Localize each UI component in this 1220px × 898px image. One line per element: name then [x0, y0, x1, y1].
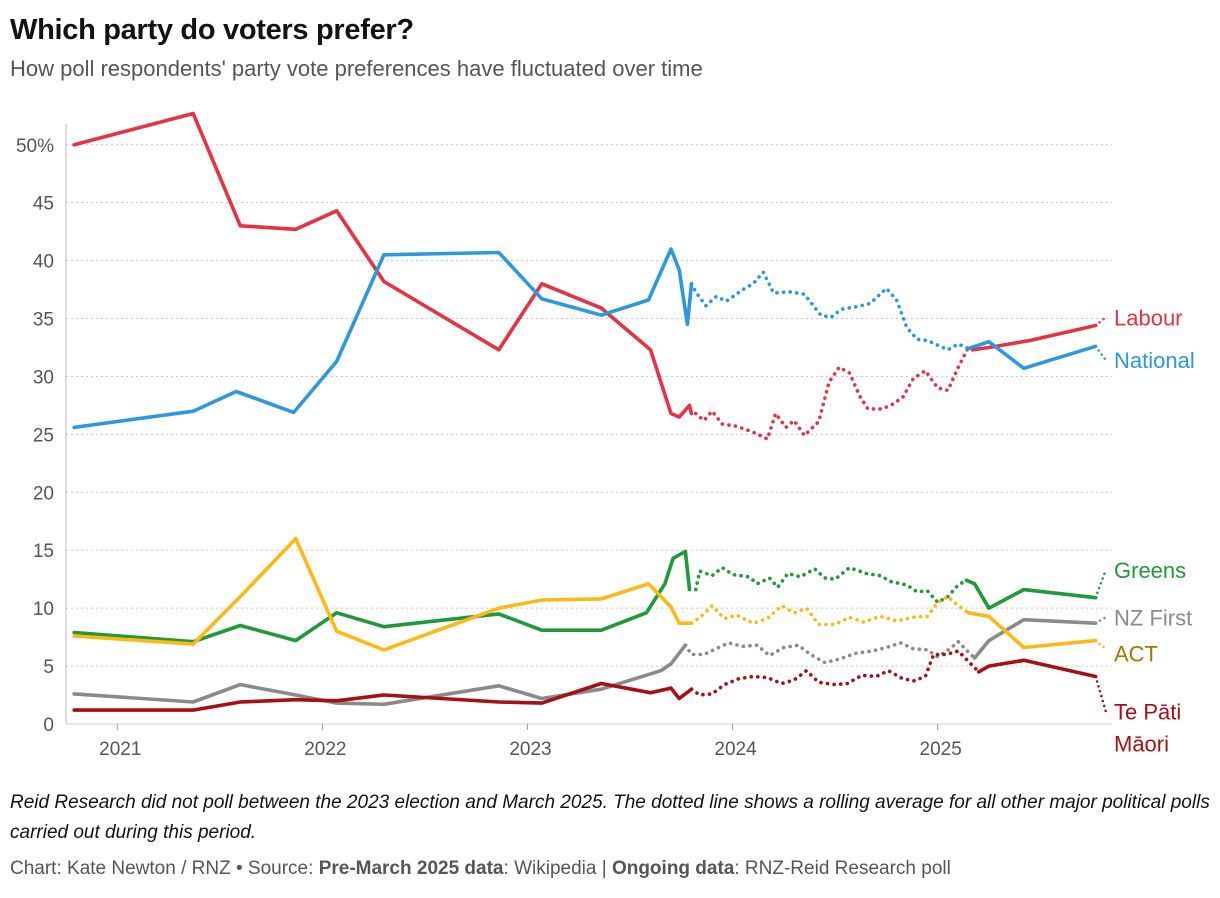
x-tick-label: 2021 [99, 739, 141, 760]
y-tick-label: 15 [33, 541, 54, 562]
y-tick-label: 0 [43, 715, 54, 736]
series-labour [72, 111, 1108, 441]
series-line-recent-nz-first [972, 617, 1098, 660]
series-label-nz-first: NZ First [1114, 605, 1192, 630]
y-tick-label: 25 [33, 425, 54, 446]
series-national [72, 247, 1108, 430]
series-label-greens: Greens [1114, 558, 1186, 583]
x-tick-label: 2025 [920, 739, 962, 760]
series-connector-greens [1094, 568, 1108, 599]
series-connector-nz-first [1094, 616, 1108, 625]
series-label-line: Labour [1114, 305, 1183, 330]
series-line-recent-greens [964, 578, 1098, 610]
y-tick-label: 40 [33, 252, 54, 273]
pre-data-label: Pre-March 2025 data [318, 858, 504, 879]
chart-title: Which party do voters prefer? [10, 14, 414, 46]
series-line-te-pati-maori [72, 681, 694, 712]
series-label-line: NZ First [1114, 605, 1192, 630]
series-connector-labour [1094, 316, 1108, 327]
series-dotted-act [689, 594, 971, 627]
series-label-national: National [1114, 348, 1195, 373]
series-line-labour [72, 111, 694, 419]
y-tick-label: 45 [33, 194, 54, 215]
series-line-recent-national [966, 339, 1098, 371]
series-greens [72, 549, 1108, 644]
series-label-labour: Labour [1114, 305, 1183, 330]
y-tick-label: 5 [43, 657, 54, 678]
series-label-line: Greens [1114, 558, 1186, 583]
y-tick-label: 10 [33, 599, 54, 620]
series-connector-act [1094, 639, 1108, 650]
series-line-recent-act [966, 611, 1098, 650]
series-label-te-pati-maori: Te Pāti Māori [1114, 699, 1181, 756]
series-label-line: Māori [1114, 731, 1169, 756]
series-lines [72, 111, 1108, 713]
series-line-recent-te-pati-maori [976, 658, 1098, 679]
series-line-greens [72, 549, 692, 644]
chart-credit: Chart: Kate Newton / RNZ [10, 858, 231, 879]
series-line-act [72, 536, 692, 652]
series-line-nz-first [72, 643, 688, 707]
series-label-line: National [1114, 348, 1195, 373]
ongoing-data-label: Ongoing data [611, 858, 735, 879]
y-tick-label: 50% [16, 136, 54, 157]
x-tick-label: 2024 [714, 739, 757, 760]
series-dotted-nz-first [683, 639, 977, 665]
y-tick-label: 35 [33, 310, 54, 331]
x-tick-label: 2023 [509, 739, 551, 760]
series-label-act: ACT [1114, 641, 1158, 666]
series-labels: Labour National Greens NZ First ACT Te Pāti Mā… [1114, 305, 1195, 756]
grid-lines [66, 144, 1112, 667]
series-dotted-national [689, 270, 971, 352]
chart-subtitle: How poll respondents' party vote prefere… [10, 56, 703, 81]
chart-note: Reid Research did not poll between the 2… [10, 792, 1210, 843]
pre-data-source: : Wikipedia | [503, 858, 607, 879]
series-label-line: ACT [1114, 641, 1158, 666]
series-dotted-te-pati-maori [689, 649, 981, 697]
source-prefix: Source: [247, 858, 314, 879]
series-line-national [72, 247, 694, 430]
ongoing-data-source: : RNZ-Reid Research poll [734, 858, 951, 879]
source-separator: • [235, 858, 243, 879]
series-label-line: Te Pāti [1114, 699, 1181, 724]
series-line-recent-labour [970, 323, 1098, 352]
source-line: Chart: Kate Newton / RNZ • Source: Pre-M… [10, 858, 951, 880]
series-dotted-greens [693, 565, 969, 605]
series-connector-te-pati-maori [1094, 675, 1108, 713]
x-tick-label: 2022 [304, 739, 346, 760]
series-te-pati-maori [72, 649, 1108, 713]
y-tick-label: 20 [33, 483, 54, 504]
y-tick-label: 30 [33, 367, 54, 388]
series-dotted-labour [693, 345, 971, 441]
series-act [72, 536, 1108, 652]
series-connector-national [1094, 345, 1108, 362]
